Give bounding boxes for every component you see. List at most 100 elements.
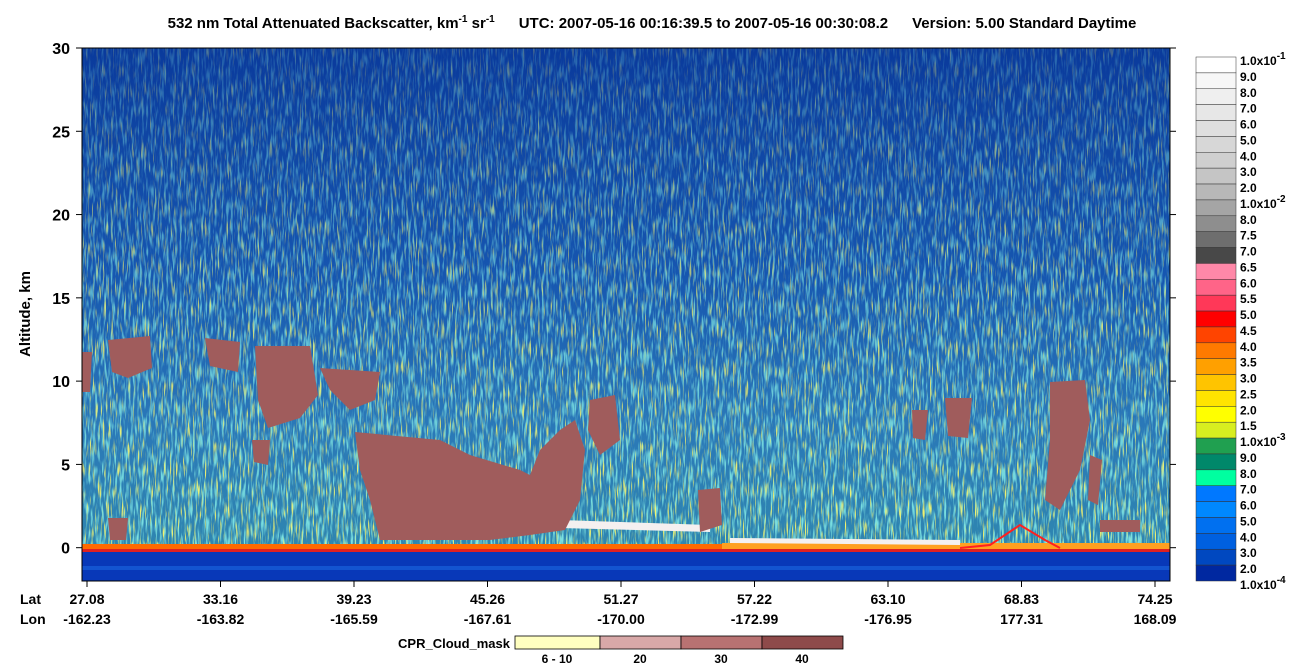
colorbar-swatch [1195,358,1237,375]
colorbar-swatch [1195,406,1237,423]
colorbar-swatch [1195,263,1237,280]
colorbar-label: 6.0 [1240,276,1257,290]
legend-swatch [761,635,844,650]
row-label: Lon [20,611,46,627]
x-tick-label: 57.22 [737,591,772,607]
colorbar-label: 2.0 [1240,403,1257,417]
version: Version: 5.00 Standard Daytime [912,15,1136,32]
colorbar-label: 4.0 [1240,340,1257,354]
colorbar-label: 3.0 [1240,546,1257,560]
x-tick-label: 51.27 [603,591,638,607]
legend-swatch [599,635,682,650]
backscatter-field [82,48,1170,581]
colorbar-label: 5.0 [1240,133,1257,147]
colorbar-label: 6.0 [1240,499,1257,513]
y-tick-label: 0 [61,541,70,558]
x-tick-label: -172.99 [731,611,779,627]
colorbar-label: 7.5 [1240,229,1257,243]
colorbar-label: 1.0x10-4​ [1240,575,1286,592]
text-part: 532 nm Total Attenuated Backscatter, km [168,15,459,32]
colorbar-label: 3.5 [1240,356,1257,370]
colorbar-label: 6.0 [1240,118,1257,132]
legend-swatch [680,635,763,650]
row-label: Lat [20,591,41,607]
colorbar-swatch [1195,374,1237,391]
x-tick-label: -162.23 [63,611,111,627]
plot-frame [81,47,1171,582]
colorbar-swatch [1195,167,1237,185]
y-tick-label: 20 [52,208,70,225]
legend-label: 6 - 10 [542,652,573,666]
colorbar-label: 3.0 [1240,165,1257,179]
colorbar-swatch [1195,120,1237,137]
cloud-mask [82,336,1140,540]
colorbar-swatch [1195,72,1237,90]
text-part: 1.0x10 [1240,197,1277,211]
x-tick-label: 63.10 [870,591,905,607]
colorbar-label: 2.0 [1240,562,1257,576]
x-tick-label: 177.31 [1000,611,1043,627]
colorbar-label: 4.0 [1240,530,1257,544]
colorbar-swatch [1195,104,1237,121]
superscript: -1 [459,14,468,25]
colorbar-swatch [1195,453,1237,471]
colorbar-label: 1.0x10-1​ [1240,51,1286,68]
text-part: 1.0x10 [1240,435,1277,449]
colorbar-swatch [1195,215,1237,232]
colorbar-swatch [1195,342,1237,359]
text-part: sr [467,15,486,32]
colorbar-swatch [1195,294,1237,312]
colorbar-swatch [1195,326,1237,344]
colorbar-swatch [1195,517,1237,534]
colorbar-swatch [1195,485,1237,502]
y-tick-label: 10 [52,374,70,391]
superscript: -3 [1277,432,1286,443]
colorbar-swatch [1195,88,1237,105]
colorbar-swatch [1195,183,1237,201]
colorbar-label: 1.5 [1240,419,1257,433]
colorbar-swatch [1195,136,1237,153]
x-tick-label: 45.26 [470,591,505,607]
text-part: 1.0x10 [1240,578,1277,592]
colorbar-label: 5.0 [1240,308,1257,322]
x-tick-label: -163.82 [197,611,245,627]
text-part: 1.0x10 [1240,54,1277,68]
colorbar-swatch [1195,231,1237,248]
colorbar-label: 7.0 [1240,102,1257,116]
y-tick-label: 25 [52,124,70,141]
colorbar-label: 4.5 [1240,324,1257,338]
colorbar-label: 3.0 [1240,372,1257,386]
legend-swatch [514,635,601,650]
x-tick-label: 33.16 [203,591,238,607]
colorbar-label: 2.0 [1240,181,1257,195]
colorbar-swatch [1195,56,1237,74]
colorbar-swatch [1195,310,1237,328]
y-tick-label: 30 [52,41,70,58]
colorbar-label: 7.0 [1240,245,1257,259]
colorbar-label: 6.5 [1240,260,1257,274]
colorbar-swatch [1195,501,1237,518]
colorbar-swatch [1195,421,1237,439]
superscript: -2 [1277,194,1286,205]
colorbar-swatch [1195,437,1237,455]
colorbar-label: 8.0 [1240,86,1257,100]
y-tick-label: 5 [61,457,70,474]
colorbar-label: 7.0 [1240,483,1257,497]
legend-label: 40 [795,652,809,666]
superscript: -4 [1277,575,1286,586]
y-tick-label: 15 [52,291,70,308]
x-tick-label: -167.61 [464,611,512,627]
colorbar-swatch [1195,390,1237,407]
legend-label: 30 [714,652,728,666]
x-tick-label: -170.00 [597,611,645,627]
colorbar-swatch [1195,564,1237,582]
x-tick-label: 27.08 [69,591,104,607]
x-tick-label: -165.59 [330,611,378,627]
colorbar-label: 5.0 [1240,514,1257,528]
x-tick-label: 39.23 [336,591,371,607]
legend-label: 20 [633,652,647,666]
superscript: -1 [1277,51,1286,62]
x-tick-label: 74.25 [1137,591,1172,607]
x-tick-label: 68.83 [1004,591,1039,607]
colorbar-swatch [1195,199,1237,217]
